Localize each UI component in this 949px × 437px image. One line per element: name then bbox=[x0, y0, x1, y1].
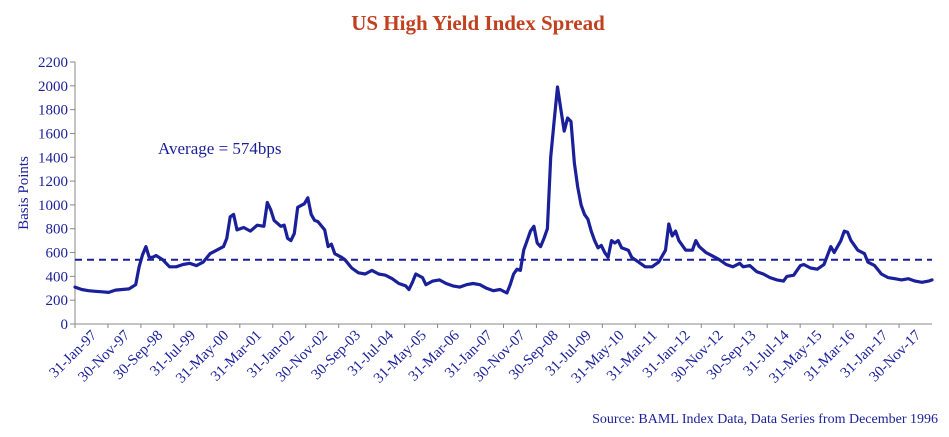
y-tick-label: 200 bbox=[46, 293, 69, 309]
y-axis-label: Basis Points bbox=[16, 156, 32, 230]
average-annotation: Average = 574bps bbox=[158, 139, 282, 158]
source-note: Source: BAML Index Data, Data Series fro… bbox=[592, 412, 938, 427]
y-tick-label: 400 bbox=[46, 269, 69, 285]
chart-title: US High Yield Index Spread bbox=[351, 11, 605, 35]
y-tick-label: 800 bbox=[46, 222, 69, 238]
series-group bbox=[73, 85, 934, 295]
y-tick-label: 1000 bbox=[38, 198, 68, 214]
y-tick-label: 2000 bbox=[38, 79, 68, 95]
y-tick-label: 0 bbox=[61, 317, 69, 333]
y-tick-label: 1800 bbox=[38, 103, 68, 119]
y-axis: 0 200 400 600 800 1000 1200 1400 1600 1800 2000 220… bbox=[38, 55, 76, 333]
y-tick-label: 1600 bbox=[38, 126, 68, 142]
series-line bbox=[73, 85, 934, 295]
y-tick-label: 2200 bbox=[38, 55, 68, 71]
x-axis: 31-Jan-9730-Nov-9730-Sep-9831-Jul-9931-M… bbox=[47, 323, 932, 387]
y-tick-label: 1400 bbox=[38, 150, 68, 166]
y-tick-label: 1200 bbox=[38, 174, 68, 190]
y-tick-label: 600 bbox=[46, 246, 69, 262]
